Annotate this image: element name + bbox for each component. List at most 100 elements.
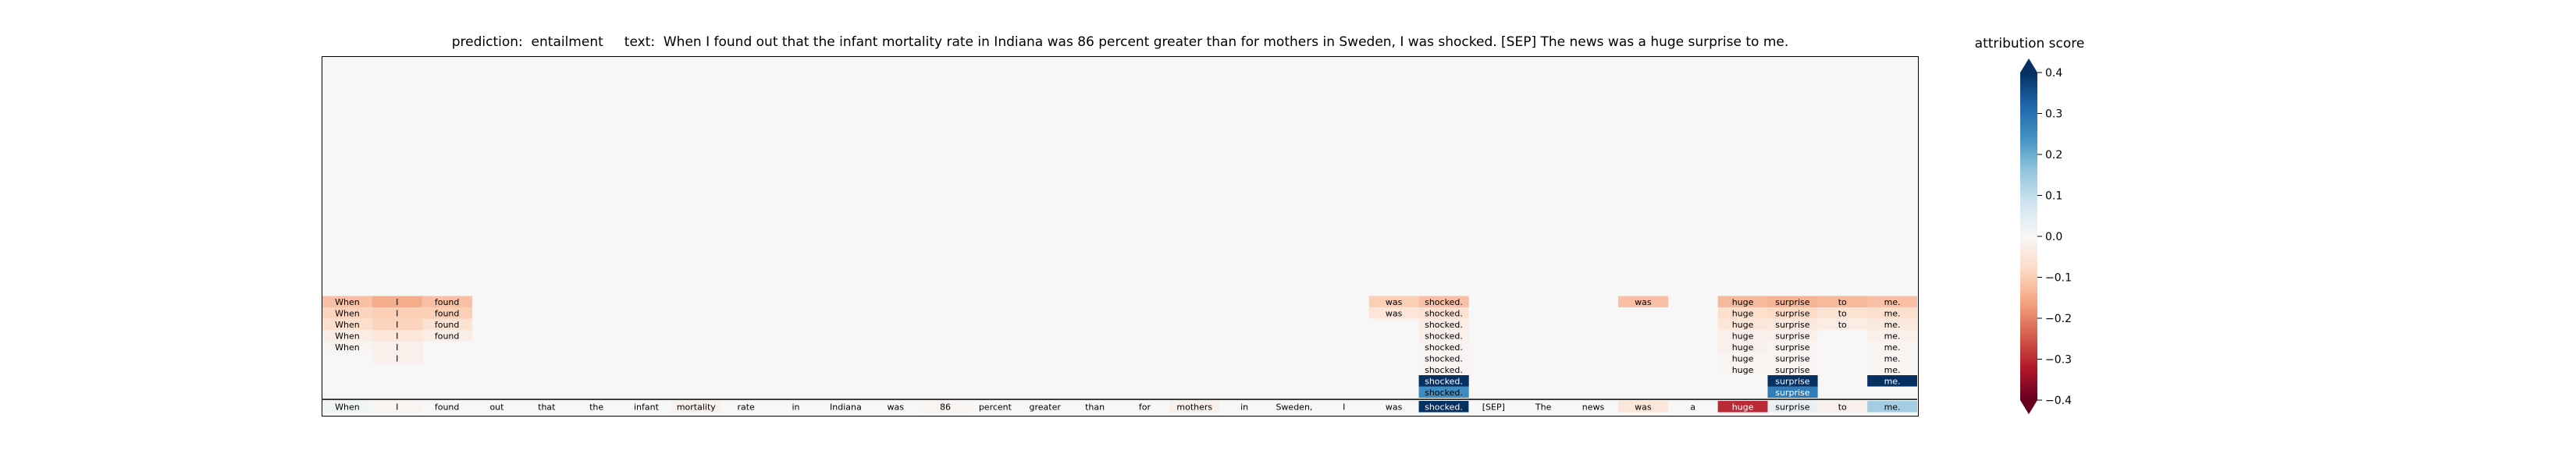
token-label: me. [1884, 376, 1901, 386]
token-label: mothers [1176, 402, 1212, 412]
heatmap-cell-r6-29: surprise [1767, 363, 1818, 375]
token-label: shocked. [1425, 331, 1463, 341]
token-label: huge [1732, 402, 1754, 412]
token-label: me. [1884, 365, 1901, 375]
heatmap-cell-r6-28: huge [1717, 363, 1768, 375]
heatmap-cell-r1-29: surprise [1767, 307, 1818, 319]
token-label: huge [1732, 297, 1754, 307]
token-label: surprise [1775, 365, 1810, 375]
token-label: found [435, 331, 460, 341]
token-label: was [1635, 297, 1652, 307]
heatmap-cell-r0-1: I [372, 296, 422, 307]
heatmap-cell-r5-1: I [372, 353, 422, 364]
token-label: me. [1884, 331, 1901, 341]
token-label: me. [1884, 297, 1901, 307]
heatmap-cell-r1-1: I [372, 307, 422, 319]
token-label: When [335, 402, 360, 412]
heatmap-cell-r3-1: I [372, 330, 422, 342]
heatmap-cell-base-4: that [521, 401, 572, 413]
token-label: [SEP] [1482, 402, 1505, 412]
token-label: When [335, 342, 360, 353]
heatmap-cell-base-19: Sweden, [1269, 401, 1320, 413]
heatmap-cell-base-11: was [870, 401, 921, 413]
heatmap-cell-base-13: percent [970, 401, 1021, 413]
heatmap-cell-r0-21: was [1368, 296, 1419, 307]
token-label: was [1386, 308, 1403, 318]
colorbar: 0.4 0.3 0.2 0.1 0.0 −0.1 −0.2 −0.3 −0.4 [2020, 58, 2072, 414]
token-label: huge [1732, 331, 1754, 341]
heatmap-cell-base-6: infant [621, 401, 672, 413]
heatmap-cell-r0-28: huge [1717, 296, 1768, 307]
heatmap-cell-r8-29: surprise [1767, 386, 1818, 398]
heatmap-cell-r2-29: surprise [1767, 318, 1818, 330]
colorbar-title: attribution score [1974, 36, 2085, 51]
token-label: than [1085, 402, 1105, 412]
token-label: was [1386, 402, 1403, 412]
heatmap-cell-base-26: was [1617, 401, 1669, 413]
token-label: I [396, 320, 398, 330]
token-label: I [396, 402, 398, 412]
token-label: huge [1732, 353, 1754, 363]
token-label: a [1690, 402, 1695, 412]
token-label: shocked. [1425, 297, 1463, 307]
token-label: news [1582, 402, 1605, 412]
heatmap-cell-r4-1: I [372, 341, 422, 353]
token-label: surprise [1775, 297, 1810, 307]
token-label: for [1139, 402, 1151, 412]
token-label: I [396, 297, 398, 307]
heatmap-cell-r1-2: found [422, 307, 472, 319]
token-label: huge [1732, 365, 1754, 375]
heatmap-cell-base-31: me. [1867, 401, 1918, 413]
token-label: was [1386, 297, 1403, 307]
heatmap-cell-r3-29: surprise [1767, 330, 1818, 342]
token-label: The [1535, 402, 1552, 412]
heatmap-cell-r3-2: found [422, 330, 472, 342]
heatmap-cell-base-10: Indiana [820, 401, 871, 413]
token-label: surprise [1775, 376, 1810, 386]
token-label: surprise [1775, 353, 1810, 363]
heatmap-cell-r2-2: found [422, 318, 472, 330]
heatmap-cell-r1-22: shocked. [1418, 307, 1469, 319]
heatmap-cell-r0-2: found [422, 296, 472, 307]
token-label: me. [1884, 342, 1901, 353]
heatmap-cell-r0-26: was [1617, 296, 1669, 307]
heatmap-cell-base-17: mothers [1169, 401, 1220, 413]
heatmap-cell-base-22: shocked. [1418, 401, 1469, 413]
heatmap-cell-r2-28: huge [1717, 318, 1768, 330]
heatmap-cell-r6-22: shocked. [1418, 363, 1469, 375]
heatmap-cell-r3-22: shocked. [1418, 330, 1469, 342]
heatmap-cell-r2-0: When [322, 318, 373, 330]
heatmap-cell-r7-29: surprise [1767, 375, 1818, 387]
token-label: me. [1884, 320, 1901, 330]
colorbar-extend-max [2020, 58, 2037, 73]
token-label: When [335, 331, 360, 341]
token-label: to [1838, 308, 1847, 318]
token-label: the [589, 402, 603, 412]
heatmap-cell-base-21: was [1368, 401, 1419, 413]
heatmap-cell-base-24: The [1518, 401, 1569, 413]
heatmap-cell-r2-30: to [1817, 318, 1868, 330]
heatmap-cell-r5-28: huge [1717, 353, 1768, 364]
token-label: surprise [1775, 331, 1810, 341]
heatmap-cell-r0-31: me. [1867, 296, 1918, 307]
token-label: in [1240, 402, 1248, 412]
heatmap-cell-r7-22: shocked. [1418, 375, 1469, 387]
token-label: me. [1884, 402, 1901, 412]
token-label: to [1838, 297, 1847, 307]
heatmap-cell-base-5: the [571, 401, 622, 413]
heatmap-cell-r0-22: shocked. [1418, 296, 1469, 307]
colorbar-tick-label: −0.3 [2045, 354, 2072, 367]
token-label: I [396, 353, 398, 363]
token-label: found [435, 308, 460, 318]
token-label: I [396, 342, 398, 353]
colorbar-tick-label: 0.2 [2045, 149, 2062, 161]
heatmap-cell-r7-31: me. [1867, 375, 1918, 387]
heatmap-cell-base-2: found [422, 401, 472, 413]
heatmap-cell-base-8: rate [720, 401, 771, 413]
heatmap-cell-base-9: in [770, 401, 821, 413]
token-label: to [1838, 402, 1847, 412]
colorbar-tick-label: −0.2 [2045, 313, 2072, 325]
heatmap-cell-base-25: news [1568, 401, 1619, 413]
token-label: shocked. [1425, 353, 1463, 363]
